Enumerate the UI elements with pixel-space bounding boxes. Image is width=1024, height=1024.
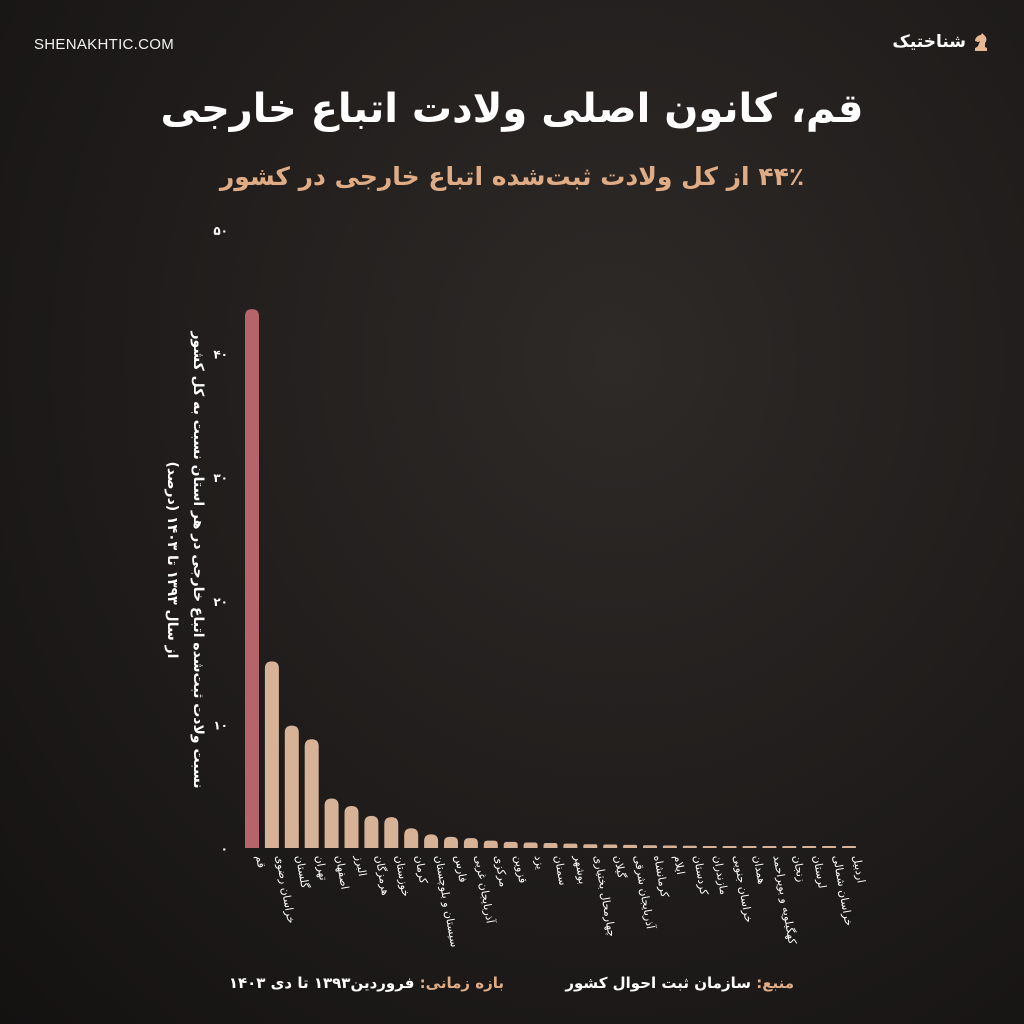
bar: [563, 843, 578, 848]
bar: [822, 846, 837, 848]
page-subtitle: ۴۴٪ از کل ولادت ثبت‌شده اتباع خارجی در ک…: [219, 162, 805, 191]
x-tick-label: کرمان: [412, 854, 430, 885]
bar: [304, 739, 319, 848]
x-tick-label: اصفهان: [333, 854, 352, 890]
y-tick-label: ۴۰: [213, 348, 228, 362]
bar: [762, 846, 777, 848]
footer-source: منبع: سازمان ثبت احوال کشور: [565, 974, 794, 992]
y-tick-label: ۳۰: [213, 471, 228, 485]
bar: [742, 846, 757, 848]
x-tick-label: ایلام: [671, 854, 687, 875]
y-axis-label-line-2: از سال ۱۳۹۳ تا ۱۴۰۳ (درصد): [164, 461, 180, 659]
x-tick-label: مازندران: [711, 854, 731, 896]
x-tick-label: هرمزگان: [372, 854, 392, 896]
bar: [523, 842, 538, 848]
x-tick-label: مرکزی: [492, 854, 510, 888]
bar: [324, 798, 339, 848]
bar: [384, 817, 399, 848]
page-title: قم، کانون اصلی ولادت اتباع خارجی: [160, 86, 864, 132]
chess-knight-icon: [975, 33, 987, 51]
x-tick-label: قم: [253, 854, 268, 869]
bar: [583, 844, 598, 848]
y-axis-label-line-1: نسبت ولادت ثبت‌شده اتباع خارجی در هر است…: [190, 331, 206, 789]
bar: [424, 834, 439, 848]
bar: [444, 836, 458, 848]
x-tick-label: کردستان: [691, 854, 711, 897]
bar: [404, 828, 419, 848]
bar: [483, 840, 498, 848]
bar: [364, 815, 379, 848]
x-tick-label: سمنان: [552, 854, 570, 886]
y-axis-ticks: ۰ ۱۰ ۲۰ ۳۰ ۴۰ ۵۰: [213, 224, 228, 856]
x-tick-label: یزد: [532, 854, 547, 870]
x-tick-label: گیلان: [611, 854, 628, 880]
bar: [503, 841, 518, 848]
y-tick-label: ۵۰: [213, 224, 228, 238]
x-tick-label: کرمانشاه: [651, 854, 671, 899]
x-tick-label: اردبیل: [850, 854, 868, 884]
x-tick-label: البرز: [352, 853, 369, 877]
bar: [543, 843, 558, 848]
y-tick-label: ۱۰: [213, 718, 228, 732]
x-tick-label: زنجان: [790, 854, 807, 883]
footer-period: بازه زمانی: فروردین۱۳۹۳ تا دی ۱۴۰۳: [229, 974, 504, 992]
bar: [722, 846, 737, 848]
bar: [662, 845, 677, 848]
bar: [264, 661, 279, 848]
x-tick-label: خراسان جنوبی: [731, 854, 756, 923]
bar: [802, 846, 817, 848]
bar: [842, 846, 856, 848]
bar: [245, 309, 259, 848]
y-tick-label: ۰: [221, 842, 228, 856]
bar: [463, 838, 478, 848]
x-tick-label: لرستان: [810, 854, 829, 889]
x-tick-label: خراسان رضوی: [273, 854, 298, 924]
bar: [782, 846, 797, 848]
y-axis-label: نسبت ولادت ثبت‌شده اتباع خارجی در هر است…: [159, 280, 211, 840]
brand-logo[interactable]: شناختیک: [892, 32, 990, 52]
bars: [245, 309, 856, 848]
footer-period-key: بازه زمانی:: [419, 974, 504, 992]
bar: [623, 844, 638, 848]
bar: [284, 725, 299, 848]
bar: [702, 846, 717, 848]
x-tick-label: همدان: [751, 854, 769, 885]
bar: [603, 844, 618, 848]
bar: [643, 845, 657, 848]
site-url[interactable]: SHENAKHTIC.COM: [34, 36, 175, 53]
footer-source-value: سازمان ثبت احوال کشور: [565, 974, 751, 992]
bar: [344, 805, 359, 848]
brand-logo-text: شناختیک: [892, 32, 966, 52]
x-tick-label: تهران: [313, 854, 330, 881]
y-tick-label: ۲۰: [213, 595, 228, 609]
x-tick-label: خوزستان: [392, 854, 412, 897]
x-tick-label: قزوین: [512, 854, 530, 884]
footer-period-value: فروردین۱۳۹۳ تا دی ۱۴۰۳: [228, 974, 415, 992]
x-tick-label: گلستان: [293, 854, 312, 890]
x-tick-label: فارس: [452, 854, 470, 883]
footer-source-key: منبع:: [756, 974, 794, 992]
bar: [682, 845, 697, 848]
x-tick-label: بوشهر: [571, 853, 589, 885]
